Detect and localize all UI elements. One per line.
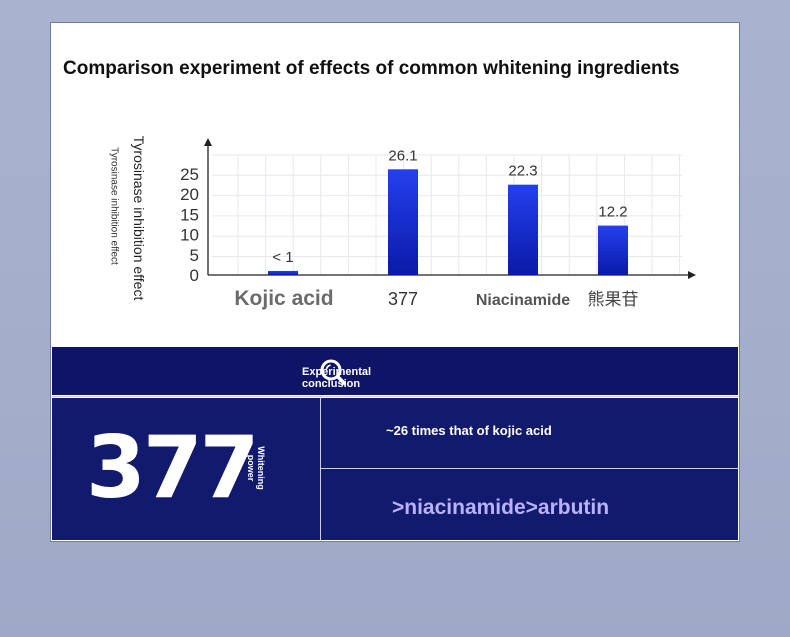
ranking-text: >niacinamide>arbutin [392,496,610,519]
x-tick-label: Niacinamide [476,292,570,309]
divider [321,468,738,469]
y-tick-label: 25 [180,165,199,184]
big-number: 377 [86,418,260,518]
x-tick-label: 377 [388,289,418,309]
data-label: 12.2 [598,204,627,221]
y-tick-label: 5 [190,246,199,265]
divider [320,398,321,540]
chart-title: Comparison experiment of effects of comm… [63,58,680,79]
data-label: 22.3 [508,163,537,180]
data-label: 26.1 [388,147,417,164]
bar [598,225,628,275]
bar [388,169,418,275]
y-tick-label: 20 [180,185,199,204]
y-tick-label: 10 [180,226,199,245]
conclusion-panel [52,398,738,540]
big-number-caption: Whitening power [246,446,266,490]
y-tick-label: 0 [190,266,199,285]
ratio-text: ~26 times that of kojic acid [386,423,552,438]
bar [268,270,298,275]
bar [508,184,538,275]
magnifier-icon [318,357,348,392]
x-tick-label: 熊果苷 [588,290,639,309]
divider [52,396,738,397]
x-axis-arrow [688,271,696,279]
conclusion-header: Experimental conclusion [302,366,372,390]
y-axis-arrow [204,138,212,146]
conclusion-band [52,347,738,395]
x-tick-label: Kojic acid [234,287,333,310]
data-label: < 1 [272,249,293,266]
y-tick-label: 15 [180,205,199,224]
